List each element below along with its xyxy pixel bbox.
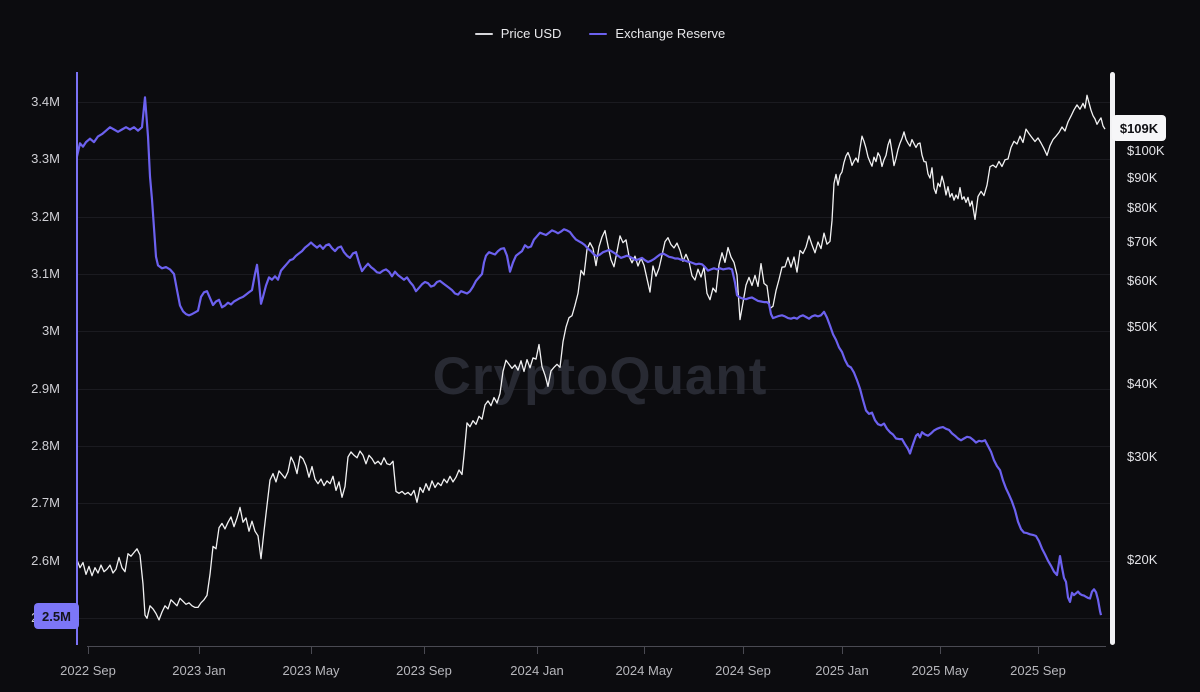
gridline: [77, 388, 1110, 390]
x-axis-tick: [940, 646, 941, 654]
gridline: [77, 159, 1110, 161]
price-series-swatch-icon: [474, 32, 493, 35]
right-axis-tick-label: $20K: [1127, 552, 1158, 567]
legend-item-price[interactable]: Price USD: [474, 26, 562, 41]
right-axis-tick-label: $30K: [1127, 449, 1158, 464]
x-axis-tick: [424, 646, 425, 654]
left-axis-tick-label: 2.7M: [31, 495, 60, 511]
right-axis-tick-label: $50K: [1127, 319, 1158, 335]
legend-label-price: Price USD: [500, 26, 562, 41]
legend-label-reserve: Exchange Reserve: [615, 26, 726, 41]
right-axis-tick-label: $90K: [1127, 169, 1158, 185]
left-axis-highlight-bar: [76, 72, 78, 645]
right-axis-tick-label: $70K: [1127, 233, 1158, 249]
x-axis-line: [87, 646, 1106, 647]
left-axis-tick-label: 3.3M: [31, 151, 60, 167]
reserve-series-swatch-icon: [589, 32, 608, 35]
legend: Price USD Exchange Reserve: [0, 26, 1200, 41]
x-axis-tick-label: 2023 May: [282, 663, 340, 678]
reserve-current-value-badge: 2.5M: [34, 603, 79, 629]
right-axis-tick-label: $80K: [1127, 199, 1158, 215]
gridline: [77, 560, 1110, 562]
x-axis-tick-label: 2024 May: [615, 663, 673, 678]
gridline: [77, 503, 1110, 505]
price-current-value-badge: $109K: [1112, 115, 1166, 141]
left-axis-tick-label: 2.8M: [31, 438, 60, 453]
gridline: [77, 618, 1110, 619]
right-axis-tick-label: $40K: [1127, 375, 1158, 391]
x-axis-tick-label: 2025 Jan: [815, 663, 869, 678]
x-axis-tick: [311, 646, 312, 654]
right-axis-tick-label: $100K: [1127, 143, 1165, 158]
left-axis-tick-label: 2.9M: [31, 380, 60, 396]
x-axis-tick-label: 2024 Sep: [715, 663, 771, 678]
x-axis-tick-label: 2024 Jan: [510, 663, 564, 678]
x-axis-tick: [644, 646, 645, 654]
gridline: [77, 274, 1110, 275]
x-axis-tick: [743, 646, 744, 654]
gridline: [77, 331, 1110, 333]
x-axis-tick: [88, 646, 89, 654]
right-axis-scrollbar[interactable]: [1110, 72, 1115, 645]
gridline: [77, 216, 1110, 218]
x-axis-tick-label: 2023 Sep: [396, 663, 452, 678]
gridline: [77, 102, 1110, 103]
x-axis-tick-label: 2022 Sep: [60, 663, 116, 678]
legend-item-reserve[interactable]: Exchange Reserve: [589, 26, 725, 41]
x-axis-tick: [199, 646, 200, 654]
cryptoquant-watermark: CryptoQuant: [432, 347, 768, 406]
reserve-series-line: [75, 96, 1103, 616]
left-axis-tick-label: 3M: [41, 323, 60, 339]
left-axis-tick-label: 2.6M: [31, 552, 60, 568]
left-axis-tick-label: 3.1M: [31, 266, 60, 281]
x-axis-tick-label: 2023 Jan: [172, 663, 226, 678]
x-axis-tick-label: 2025 Sep: [1010, 663, 1066, 678]
x-axis-tick: [842, 646, 843, 654]
gridline: [77, 446, 1110, 447]
left-axis-tick-label: 3.2M: [31, 208, 60, 224]
price-series-line: [76, 94, 1106, 621]
x-axis-tick: [1038, 646, 1039, 654]
x-axis-tick: [537, 646, 538, 654]
left-axis-tick-label: 3.4M: [31, 94, 60, 109]
x-axis-tick-label: 2025 May: [911, 663, 969, 678]
right-axis-tick-label: $60K: [1127, 272, 1158, 288]
